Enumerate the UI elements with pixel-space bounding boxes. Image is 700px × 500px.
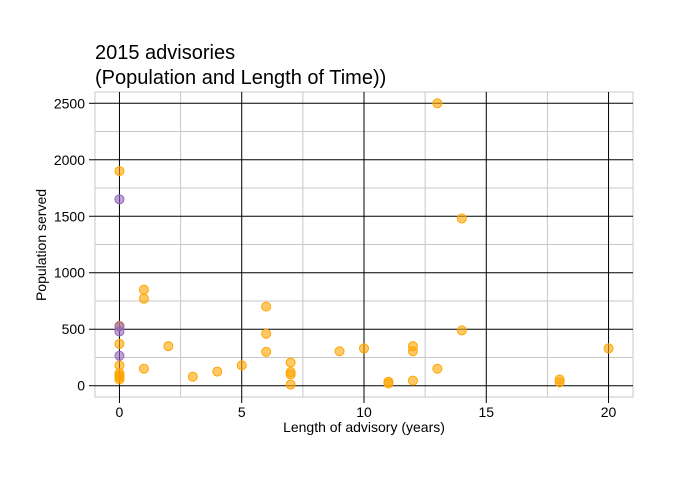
data-point xyxy=(236,360,247,371)
data-point xyxy=(407,375,418,386)
data-point xyxy=(138,284,149,295)
y-tick-label: 0 xyxy=(77,378,85,394)
data-point xyxy=(456,213,467,224)
data-point xyxy=(285,357,296,368)
data-point xyxy=(114,194,125,205)
data-point xyxy=(114,338,125,349)
y-tick-label: 1500 xyxy=(54,208,85,224)
data-point xyxy=(138,293,149,304)
y-tick-label: 2000 xyxy=(54,152,85,168)
data-point xyxy=(432,363,443,374)
data-point xyxy=(261,328,272,339)
data-point xyxy=(163,341,174,352)
chart-title-line-1: 2015 advisories xyxy=(95,42,235,64)
data-point xyxy=(383,378,394,389)
data-point xyxy=(114,374,125,385)
x-tick-label: 10 xyxy=(356,404,372,420)
y-tick-label: 2500 xyxy=(54,95,85,111)
data-point xyxy=(603,343,614,354)
data-point xyxy=(114,166,125,177)
data-point xyxy=(114,350,125,361)
data-point xyxy=(261,346,272,357)
data-point xyxy=(261,301,272,312)
data-point xyxy=(432,98,443,109)
data-point xyxy=(212,366,223,377)
data-point xyxy=(456,325,467,336)
data-point xyxy=(359,343,369,354)
y-tick-label: 500 xyxy=(62,321,86,337)
data-point xyxy=(334,346,345,357)
data-point xyxy=(407,346,418,357)
y-tick-label: 1000 xyxy=(54,265,85,281)
data-point xyxy=(138,363,149,374)
x-tick-label: 5 xyxy=(238,404,246,420)
data-point xyxy=(285,369,296,380)
x-axis-label: Length of advisory (years) xyxy=(283,419,445,435)
x-tick-label: 0 xyxy=(116,404,124,420)
y-axis-label: Population served xyxy=(33,189,49,301)
x-tick-label: 15 xyxy=(478,404,494,420)
x-tick-label: 20 xyxy=(601,404,617,420)
chart-title-line-2: (Population and Length of Time)) xyxy=(95,67,386,89)
data-point xyxy=(187,371,198,382)
data-point xyxy=(114,326,125,337)
data-point xyxy=(554,377,565,388)
data-point xyxy=(285,379,296,390)
